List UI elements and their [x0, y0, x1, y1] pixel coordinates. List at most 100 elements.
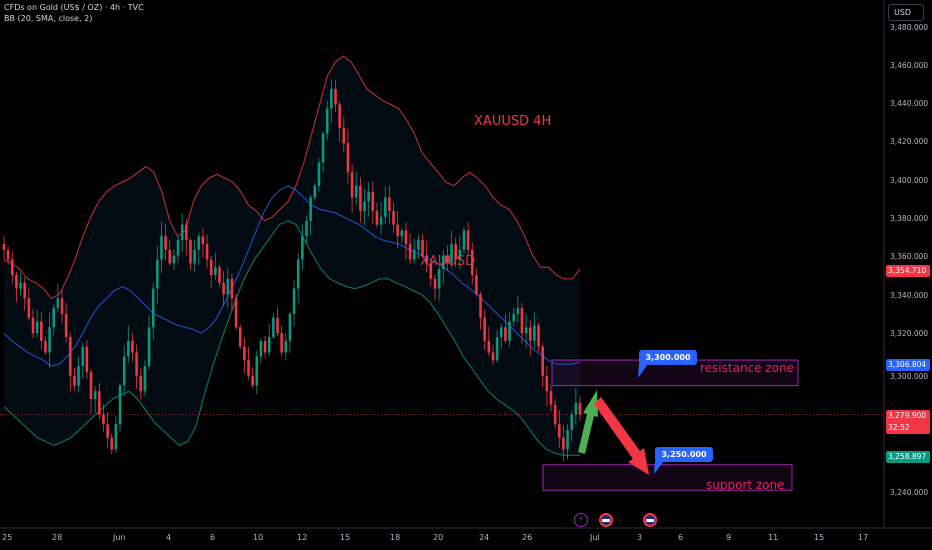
candle-body: [475, 275, 478, 295]
candle-body: [483, 317, 486, 341]
x-tick: 11: [768, 533, 779, 542]
chart-title-annotation: XAUUSD 4H: [474, 114, 552, 129]
candle-body: [325, 108, 329, 134]
candle-body: [392, 211, 395, 225]
candle-body: [52, 307, 56, 328]
candle-body: [15, 275, 18, 289]
indicator-label[interactable]: BB (20, SMA, close, 2): [4, 14, 93, 23]
candle-body: [11, 259, 14, 275]
candle-body: [441, 255, 445, 270]
y-tick: 3,380.000: [890, 214, 929, 223]
projection-up-arrow: [578, 390, 598, 454]
candle-body: [305, 220, 308, 237]
candle-body: [44, 340, 47, 353]
candle-body: [479, 294, 482, 318]
candle-body: [516, 307, 520, 314]
middle-band-price-tag: 3,306.804: [886, 359, 930, 371]
candle-body: [222, 282, 225, 295]
candle-body: [317, 162, 321, 186]
candle-body: [60, 298, 64, 314]
candle-body: [81, 346, 85, 367]
candle-body: [259, 340, 263, 357]
support-callout: 3,250.000: [655, 447, 713, 462]
x-tick: 3: [637, 533, 643, 542]
candle-body: [375, 211, 379, 225]
candle-body: [574, 402, 578, 415]
candle-body: [201, 236, 205, 244]
us-flag-icon[interactable]: [599, 513, 613, 527]
candle-body: [118, 385, 122, 425]
currency-button[interactable]: USD: [888, 4, 924, 21]
y-tick: 3,360.000: [890, 252, 929, 261]
y-tick: 3,400.000: [890, 176, 929, 185]
candle-body: [462, 230, 466, 250]
candle-body: [350, 172, 354, 198]
candle-body: [77, 366, 80, 386]
candle-body: [255, 356, 259, 386]
x-tick: 12: [297, 533, 308, 542]
candle-body: [209, 259, 213, 275]
candle-body: [280, 333, 283, 353]
x-tick: Jul: [590, 533, 600, 542]
candle-body: [417, 240, 420, 250]
candle-body: [408, 244, 412, 260]
y-tick: 3,240.000: [890, 488, 929, 497]
x-tick: 28: [52, 533, 63, 542]
candle-body: [367, 191, 370, 202]
candle-body: [458, 249, 462, 260]
candle-body: [35, 321, 39, 334]
candle-body: [6, 249, 10, 260]
candle-body: [139, 375, 143, 392]
candle-body: [234, 298, 238, 328]
candle-body: [276, 317, 279, 334]
candle-body: [230, 278, 234, 299]
candle-body: [89, 371, 93, 399]
candle-body: [450, 244, 453, 264]
y-tick: 3,320.000: [890, 329, 929, 338]
support-zone-label: support zone: [706, 478, 785, 492]
y-tick: 3,340.000: [890, 291, 929, 300]
candle-body: [549, 391, 553, 405]
candle-body: [193, 249, 196, 264]
us-flag-icon[interactable]: [643, 513, 657, 527]
candle-body: [437, 269, 441, 289]
candle-body: [495, 337, 499, 361]
candle-body: [429, 263, 433, 279]
candle-body: [238, 327, 242, 347]
candle-body: [433, 278, 437, 289]
candle-body: [321, 133, 325, 163]
symbol-title[interactable]: CFDs on Gold (US$ / OZ) · 4h · TVC: [4, 3, 144, 12]
candle-body: [330, 89, 333, 109]
candle-body: [533, 325, 536, 341]
candle-body: [93, 391, 97, 399]
candle-body: [396, 224, 399, 237]
candle-body: [454, 244, 457, 260]
candle-body: [98, 391, 101, 415]
candle-body: [570, 414, 573, 430]
candle-body: [338, 104, 341, 128]
candle-body: [214, 267, 217, 275]
candle-body: [346, 143, 350, 173]
candle-body: [197, 236, 201, 250]
resistance-zone-label: resistance zone: [700, 361, 794, 375]
y-tick: 3,420.000: [890, 137, 929, 146]
candle-body: [131, 340, 134, 353]
candle-body: [151, 288, 155, 328]
lightning-icon[interactable]: ⚡: [574, 513, 588, 527]
candle-body: [421, 240, 424, 256]
lower-band-price-tag: 3,258.897: [886, 451, 930, 463]
y-tick: 3,300.000: [890, 372, 929, 381]
candle-body: [466, 230, 470, 250]
y-tick: 3,480.000: [890, 23, 929, 32]
y-tick: 3,460.000: [890, 61, 929, 70]
candle-body: [412, 249, 416, 260]
candle-body: [110, 437, 114, 450]
x-tick: 15: [340, 533, 351, 542]
candle-body: [541, 346, 544, 376]
x-tick: 17: [858, 533, 869, 542]
candle-body: [185, 224, 188, 241]
candle-body: [491, 352, 495, 361]
candle-body: [334, 89, 337, 105]
candle-body: [359, 185, 362, 212]
